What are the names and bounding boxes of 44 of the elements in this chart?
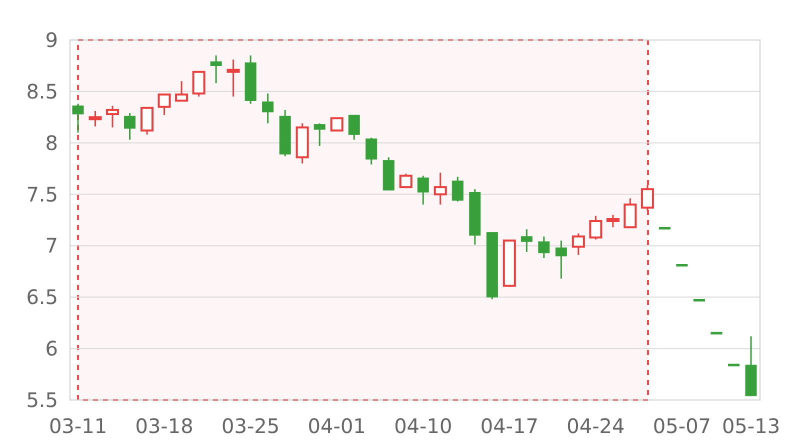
candlestick bbox=[348, 114, 360, 141]
x-tick-label: 04-24 bbox=[566, 414, 625, 438]
candlestick bbox=[124, 112, 136, 141]
candlestick bbox=[520, 228, 532, 253]
candlestick bbox=[417, 175, 429, 206]
x-tick-label: 03-25 bbox=[222, 414, 280, 438]
candlestick bbox=[140, 106, 154, 136]
candlestick bbox=[555, 240, 567, 280]
y-tick-label: 9 bbox=[45, 28, 58, 52]
candlestick bbox=[366, 136, 378, 166]
candlestick bbox=[262, 92, 274, 124]
candlestick bbox=[72, 103, 84, 134]
candlestick bbox=[210, 54, 222, 84]
candlestick bbox=[399, 172, 412, 189]
x-tick-label: 04-17 bbox=[480, 414, 538, 438]
x-tick-label: 05-13 bbox=[722, 414, 780, 438]
y-tick-label: 8.5 bbox=[26, 79, 58, 104]
candlestick bbox=[624, 198, 637, 228]
candlestick bbox=[88, 110, 102, 128]
x-tick-label: 03-18 bbox=[135, 414, 194, 438]
x-tick-label: 04-01 bbox=[308, 414, 366, 438]
candlestick bbox=[452, 176, 464, 202]
y-tick-label: 8 bbox=[45, 130, 58, 155]
candlestick bbox=[434, 172, 447, 206]
candlestick bbox=[572, 232, 585, 256]
candlestick bbox=[314, 122, 326, 147]
candlestick bbox=[158, 92, 171, 116]
candlestick bbox=[175, 80, 188, 102]
candlestick bbox=[538, 236, 550, 259]
candlestick bbox=[589, 215, 602, 240]
y-tick-label: 6.5 bbox=[26, 285, 58, 310]
candlestick bbox=[640, 184, 654, 212]
y-tick-label: 7 bbox=[45, 234, 58, 258]
x-tick-label: 04-10 bbox=[394, 414, 452, 438]
y-tick-label: 6 bbox=[45, 336, 58, 361]
y-tick-label: 7.5 bbox=[26, 182, 58, 206]
candlestick bbox=[192, 70, 206, 98]
candlestick bbox=[106, 105, 120, 128]
candlestick bbox=[330, 117, 344, 132]
x-tick-label: 05-07 bbox=[652, 414, 712, 438]
x-tick-label: 03-11 bbox=[48, 414, 108, 438]
candlestick bbox=[606, 214, 620, 228]
y-tick-label: 5.5 bbox=[26, 388, 58, 412]
candlestick bbox=[226, 58, 240, 98]
